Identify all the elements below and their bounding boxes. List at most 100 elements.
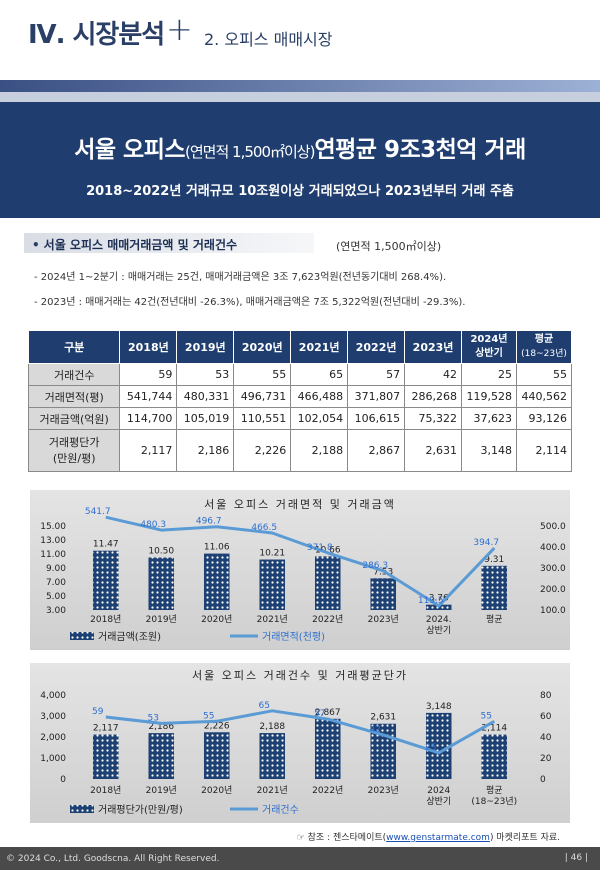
- table-cell: 57: [347, 363, 406, 386]
- table-cell: 110,551: [233, 407, 292, 430]
- chart-count-price: 서울 오피스 거래건수 및 거래평균단가 0 1,000 2,000 3,000 4,00…: [30, 663, 570, 823]
- y2-tick-label: 60: [540, 712, 552, 722]
- x-tick-label: 2018년: [90, 614, 121, 625]
- legend-bar-swatch: [70, 632, 94, 640]
- row-label-line1: 거래평단가: [48, 435, 100, 449]
- bar: [481, 565, 508, 610]
- table-cell: 106,615: [347, 407, 406, 430]
- y-tick-label: 1,000: [40, 754, 66, 764]
- y-tick-label: 2,000: [40, 733, 66, 743]
- y2-tick-label: 20: [540, 754, 552, 764]
- series-line: [105, 709, 496, 755]
- y2-tick-label: 80: [540, 691, 552, 701]
- legend-line-label: 거래건수: [262, 804, 299, 816]
- headline: 서울 오피스(연면적 1,500㎡이상)연평균 9조3천억 거래: [0, 130, 600, 164]
- y2-tick-label: 400.0: [540, 543, 566, 553]
- table-cell: 42: [404, 363, 463, 386]
- headline-part-c: 연평균 9조3천억 거래: [314, 137, 526, 163]
- line-value-label: 496.7: [196, 517, 222, 527]
- y-tick-label: 13.00: [40, 536, 66, 546]
- table-cell: 93,126: [515, 407, 573, 430]
- source-note: ☞ 참조 : 젠스타메이트(www.genstarmate.com) 마켓리포트…: [297, 830, 560, 843]
- series-line: [105, 515, 496, 608]
- source-suffix: ) 마켓리포트 자료.: [489, 833, 560, 843]
- table-cell: 105,019: [176, 407, 235, 430]
- table-header-cell: 2023년: [404, 330, 463, 364]
- legend-bar-label: 거래금액(조원): [98, 631, 161, 643]
- table-cell: 371,807: [347, 385, 406, 408]
- line-value-label: 286.3: [362, 561, 388, 571]
- subsection-title: 2. 오피스 매매시장: [204, 30, 333, 49]
- bar-value-label: 10.66: [315, 545, 341, 555]
- note-2024: - 2024년 1~2분기 : 매매거래는 25건, 매매거래금액은 3조 7,…: [34, 272, 447, 283]
- row-label: 거래면적(평): [27, 385, 121, 408]
- table-cell: 55: [233, 363, 292, 386]
- y-tick-label: 11.00: [40, 550, 66, 560]
- bar-value-label: 11.47: [93, 540, 119, 550]
- row-label: 거래금액(억원): [27, 407, 121, 430]
- y2-tick-label: 100.0: [540, 606, 566, 616]
- bar-value-label: 2,631: [370, 713, 396, 723]
- table-header-row: 구분 2018년 2019년 2020년 2021년 2022년 2023년 2…: [27, 330, 573, 364]
- table-cell: 480,331: [176, 385, 235, 408]
- bar-value-label: 11.06: [204, 543, 230, 553]
- bar: [314, 556, 341, 610]
- bar: [259, 559, 286, 610]
- bar-value-label: 3,148: [426, 702, 452, 712]
- table-cell: 2,631: [404, 429, 463, 472]
- bar-value-label: 2,188: [259, 722, 285, 732]
- table-cell: 37,623: [461, 407, 517, 430]
- table-cell: 286,268: [404, 385, 463, 408]
- bar-value-label: 2,186: [148, 722, 174, 732]
- page-number: | 46 |: [564, 853, 588, 863]
- table-cell: 2,867: [347, 429, 406, 472]
- bar-value-label: 10.50: [148, 547, 174, 557]
- table-cell: 2,114: [515, 429, 573, 472]
- table-cell: 75,322: [404, 407, 463, 430]
- y2-tick-label: 200.0: [540, 585, 566, 595]
- table-cell: 59: [119, 363, 178, 386]
- x-tick-label: 2023년: [368, 785, 399, 796]
- y-tick-label: 3,000: [40, 712, 66, 722]
- x-tick-label: (18~23년): [471, 796, 517, 807]
- bar-value-label: 2,114: [481, 724, 507, 734]
- y2-tick-label: 300.0: [540, 564, 566, 574]
- table-row: 거래평단가 (만원/평) 2,117 2,186 2,226 2,188 2,86…: [27, 429, 573, 472]
- x-tick-label: 2024.: [426, 615, 452, 625]
- y-tick-label: 15.00: [40, 522, 66, 532]
- y-tick-label: 4,000: [40, 691, 66, 701]
- bar: [259, 733, 286, 779]
- table-row: 거래금액(억원) 114,700 105,019 110,551 102,054…: [27, 407, 573, 430]
- row-label: 거래평단가 (만원/평): [27, 429, 121, 472]
- x-tick-label: 상반기: [426, 796, 451, 807]
- bar: [92, 734, 119, 779]
- page-footer: © 2024 Co., Ltd. Goodscna. All Right Res…: [0, 847, 600, 870]
- table-cell: 440,562: [515, 385, 573, 408]
- table-cell: 496,731: [233, 385, 292, 408]
- header-avg-line1: 평균: [534, 334, 554, 345]
- x-tick-label: 2022년: [312, 785, 343, 796]
- table-cell: 114,700: [119, 407, 178, 430]
- line-value-label: 65: [259, 701, 270, 711]
- table-header-cell: 평균 (18~23년): [515, 330, 573, 364]
- bar-value-label: 3.76: [429, 594, 449, 604]
- chart-area-amount: 서울 오피스 거래면적 및 거래금액 3.00 5.00 7.00 9.00 11.00 1…: [30, 490, 570, 650]
- copyright: © 2024 Co., Ltd. Goodscna. All Right Res…: [6, 854, 220, 864]
- headline-area-note: (연면적 1,500㎡이상): [185, 143, 315, 161]
- source-link[interactable]: www.genstarmate.com: [386, 833, 490, 843]
- bar: [314, 718, 341, 779]
- table-header-cell: 2019년: [176, 330, 235, 364]
- line-value-label: 119.5: [418, 596, 444, 606]
- table-cell: 53: [176, 363, 235, 386]
- table-cell: 541,744: [119, 385, 178, 408]
- table-cell: 55: [515, 363, 573, 386]
- header-2024-line1: 2024년: [470, 334, 508, 345]
- chart-title: 서울 오피스 거래면적 및 거래금액: [204, 498, 396, 511]
- x-tick-label: 2021년: [257, 614, 288, 625]
- table-row: 거래면적(평) 541,744 480,331 496,731 466,488 …: [27, 385, 573, 408]
- bar: [203, 732, 230, 779]
- x-tick-label: 2023년: [368, 614, 399, 625]
- table-cell: 119,528: [461, 385, 517, 408]
- x-tick-label: 2021년: [257, 785, 288, 796]
- bar-value-label: 10.21: [259, 549, 285, 559]
